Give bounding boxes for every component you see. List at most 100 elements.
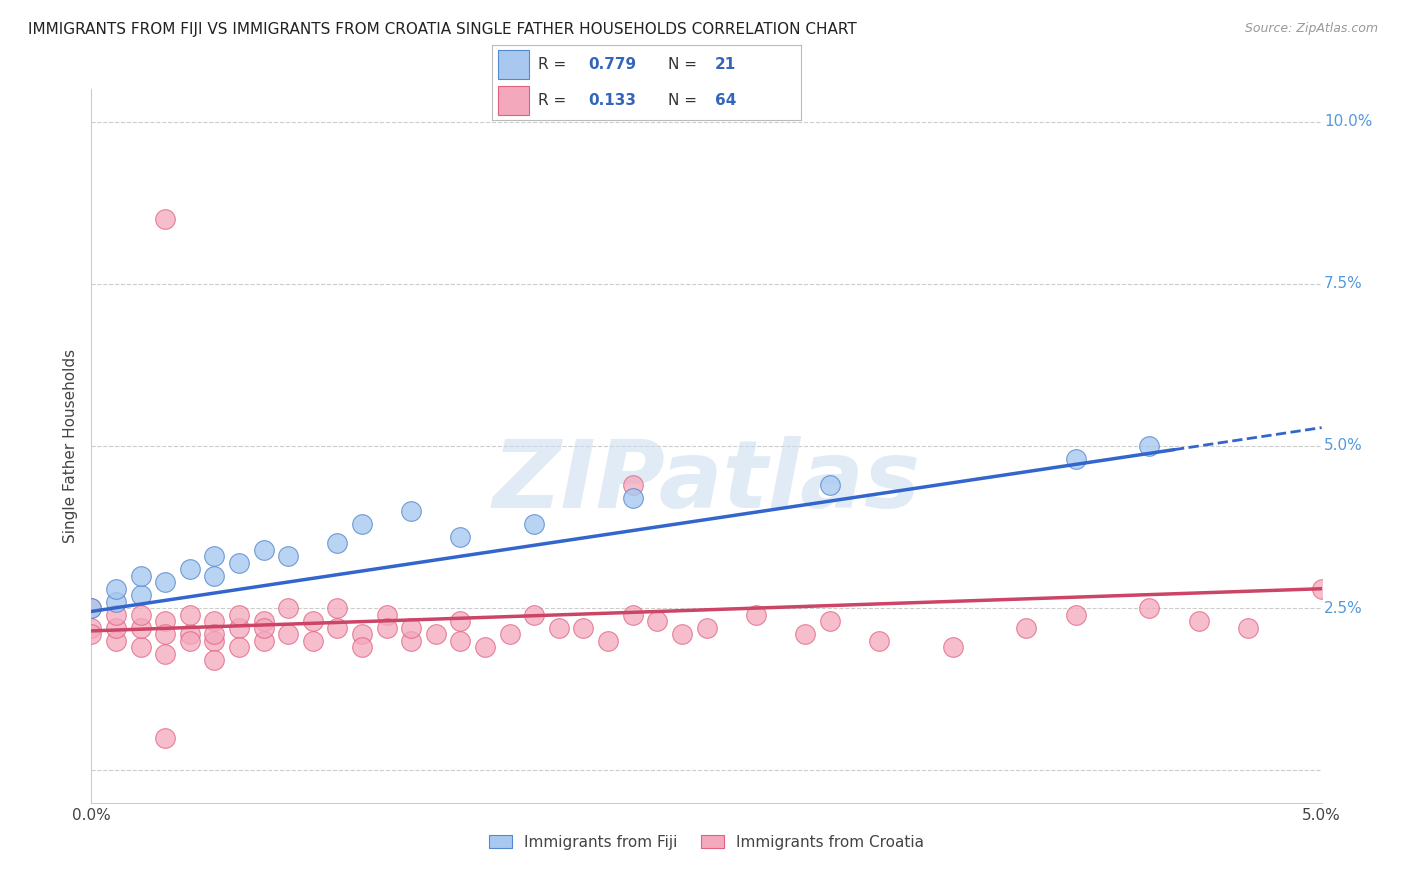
Text: N =: N = — [668, 93, 702, 108]
Point — [1237, 621, 1260, 635]
Text: R =: R = — [538, 57, 572, 72]
Point — [449, 530, 471, 544]
Point — [228, 556, 250, 570]
Point — [621, 491, 644, 505]
Point — [179, 607, 201, 622]
Text: 21: 21 — [714, 57, 737, 72]
Point — [202, 549, 225, 564]
Bar — [498, 50, 529, 78]
Point — [572, 621, 595, 635]
Point — [228, 621, 250, 635]
Point — [253, 614, 276, 628]
Point — [745, 607, 768, 622]
Point — [253, 621, 276, 635]
Point — [202, 568, 225, 582]
Point — [868, 633, 890, 648]
Point — [153, 211, 177, 226]
Point — [671, 627, 693, 641]
Point — [80, 621, 103, 635]
Text: 2.5%: 2.5% — [1324, 600, 1362, 615]
Text: 0.779: 0.779 — [588, 57, 636, 72]
Point — [1064, 607, 1087, 622]
Point — [596, 633, 619, 648]
Point — [645, 614, 668, 628]
Point — [105, 621, 127, 635]
Point — [621, 607, 644, 622]
Text: Source: ZipAtlas.com: Source: ZipAtlas.com — [1244, 22, 1378, 36]
Point — [277, 549, 299, 564]
Point — [547, 621, 569, 635]
Point — [105, 595, 127, 609]
Point — [326, 601, 349, 615]
Point — [129, 568, 152, 582]
Point — [129, 607, 152, 622]
Point — [1187, 614, 1209, 628]
Text: N =: N = — [668, 57, 702, 72]
Point — [942, 640, 965, 654]
Point — [621, 478, 644, 492]
Point — [202, 614, 225, 628]
Point — [277, 627, 299, 641]
Text: 0.133: 0.133 — [588, 93, 636, 108]
Point — [153, 647, 177, 661]
Point — [523, 607, 546, 622]
Point — [105, 582, 127, 596]
Point — [253, 542, 276, 557]
Text: R =: R = — [538, 93, 572, 108]
Point — [350, 627, 373, 641]
Point — [202, 627, 225, 641]
Point — [326, 536, 349, 550]
Point — [105, 633, 127, 648]
Point — [1137, 601, 1160, 615]
Point — [793, 627, 815, 641]
Point — [253, 633, 276, 648]
Point — [179, 633, 201, 648]
Point — [277, 601, 299, 615]
Text: 10.0%: 10.0% — [1324, 114, 1372, 129]
Point — [153, 731, 177, 745]
Point — [326, 621, 349, 635]
Point — [375, 621, 398, 635]
Point — [202, 633, 225, 648]
Legend: Immigrants from Fiji, Immigrants from Croatia: Immigrants from Fiji, Immigrants from Cr… — [484, 829, 929, 855]
Point — [1064, 452, 1087, 467]
Point — [425, 627, 447, 641]
Text: IMMIGRANTS FROM FIJI VS IMMIGRANTS FROM CROATIA SINGLE FATHER HOUSEHOLDS CORRELA: IMMIGRANTS FROM FIJI VS IMMIGRANTS FROM … — [28, 22, 856, 37]
Point — [179, 562, 201, 576]
Point — [523, 516, 546, 531]
Point — [301, 633, 323, 648]
Text: ZIPatlas: ZIPatlas — [492, 435, 921, 528]
Text: 7.5%: 7.5% — [1324, 277, 1362, 292]
Point — [399, 504, 422, 518]
Point — [449, 633, 471, 648]
Point — [474, 640, 496, 654]
Point — [818, 614, 841, 628]
Point — [350, 516, 373, 531]
Point — [1137, 439, 1160, 453]
Point — [153, 614, 177, 628]
Text: 5.0%: 5.0% — [1324, 439, 1362, 453]
Point — [179, 627, 201, 641]
Point — [80, 601, 103, 615]
Point — [202, 653, 225, 667]
Point — [129, 621, 152, 635]
Point — [498, 627, 520, 641]
Point — [375, 607, 398, 622]
Bar — [498, 87, 529, 115]
Point — [399, 633, 422, 648]
Point — [80, 627, 103, 641]
Point — [818, 478, 841, 492]
Point — [80, 601, 103, 615]
Point — [350, 640, 373, 654]
Point — [153, 627, 177, 641]
Point — [696, 621, 718, 635]
Point — [105, 607, 127, 622]
Y-axis label: Single Father Households: Single Father Households — [63, 349, 79, 543]
Point — [228, 640, 250, 654]
Point — [449, 614, 471, 628]
Point — [1310, 582, 1333, 596]
Point — [129, 640, 152, 654]
Point — [301, 614, 323, 628]
Text: 64: 64 — [714, 93, 737, 108]
Point — [153, 575, 177, 590]
